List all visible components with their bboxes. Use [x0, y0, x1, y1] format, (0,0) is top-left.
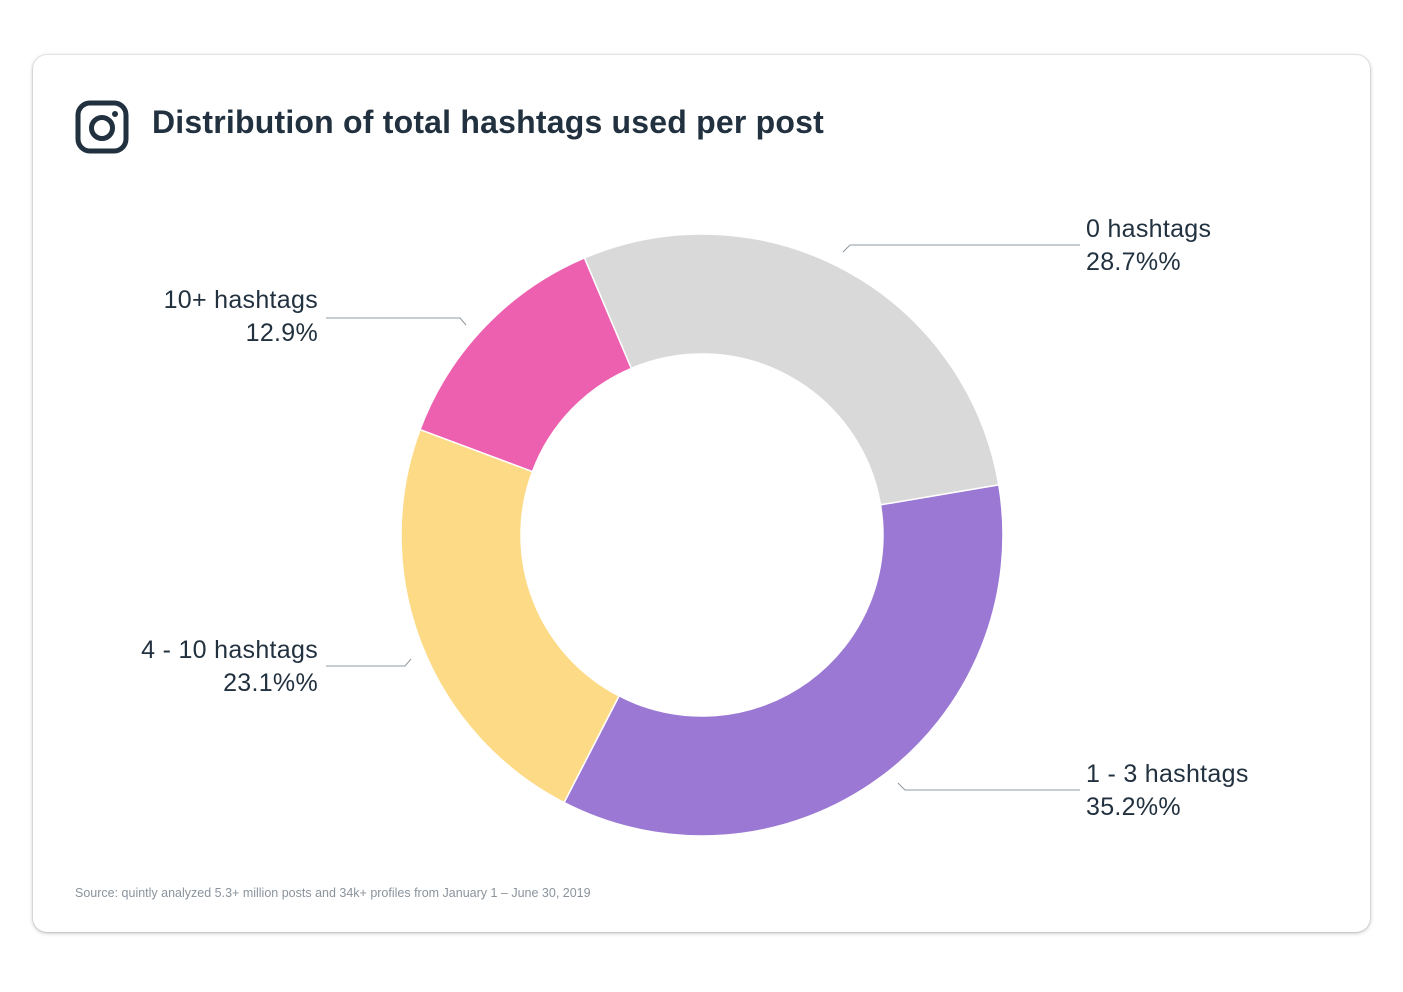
- chart-title: Distribution of total hashtags used per …: [152, 104, 824, 140]
- label-4-10-hashtags: 4 - 10 hashtags 23.1%%: [141, 634, 318, 700]
- label-1-3-hashtags: 1 - 3 hashtags 35.2%%: [1086, 758, 1249, 824]
- category-label: 10+ hashtags: [163, 286, 318, 314]
- donut-slice-10-hashtags: [419, 256, 633, 473]
- donut-slice-1-3-hashtags: [563, 484, 1004, 837]
- category-label: 0 hashtags: [1086, 215, 1212, 243]
- leader-line-0: [842, 244, 1080, 253]
- label-0-hashtags: 0 hashtags 28.7%%: [1086, 213, 1211, 279]
- category-label: 4 - 10 hashtags: [141, 636, 318, 664]
- instagram-icon: [75, 100, 129, 154]
- leader-line-1: [897, 782, 1080, 791]
- leader-line-3: [326, 317, 467, 326]
- label-10-plus-hashtags: 10+ hashtags 12.9%: [164, 284, 318, 350]
- value-label: 28.7%%: [1086, 248, 1181, 276]
- source-note: Source: quintly analyzed 5.3+ million po…: [75, 886, 591, 900]
- donut-slice-4-10-hashtags: [400, 428, 621, 804]
- value-label: 35.2%%: [1086, 793, 1181, 821]
- value-label: 23.1%%: [223, 669, 318, 697]
- donut-slice-0-hashtags: [583, 233, 1000, 506]
- leader-line-2: [326, 658, 412, 667]
- value-label: 12.9%: [245, 319, 318, 347]
- category-label: 1 - 3 hashtags: [1086, 760, 1249, 788]
